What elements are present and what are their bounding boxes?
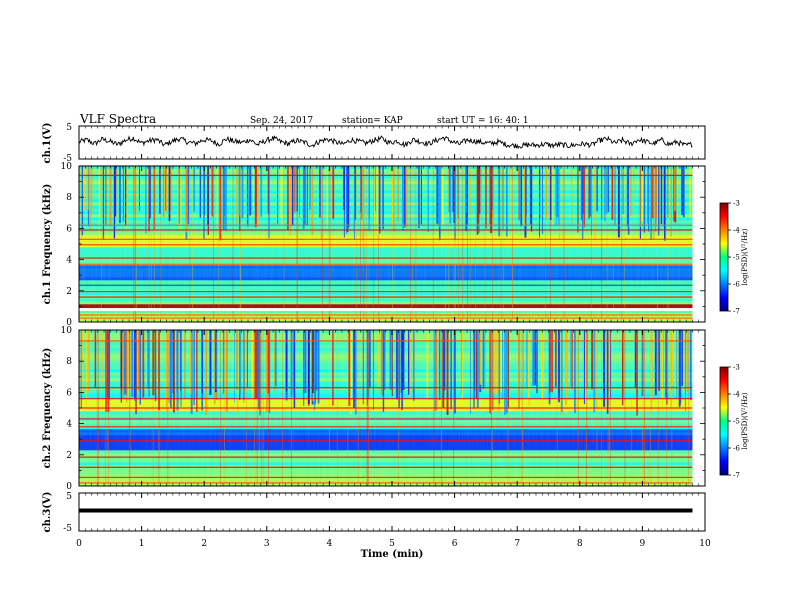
freq-tick-label: 10: [61, 326, 73, 336]
ch1-spectrogram-ticks: [78, 165, 706, 323]
ch1-colorbar-label: log(PSD)(V²/Hz): [741, 228, 749, 285]
time-tick-label: 4: [327, 539, 333, 549]
freq-tick-label: 0: [66, 482, 72, 492]
freq-tick-label: 2: [66, 287, 72, 297]
texture-overlay: [79, 166, 693, 322]
colorbar-tick-label: -4: [733, 391, 740, 399]
time-axis-label: Time (min): [361, 549, 424, 560]
ch3-waveform-ylabel: ch.3(V): [42, 491, 53, 532]
colorbar-tick-label: -7: [733, 472, 740, 480]
start-time-label: start UT = 16: 40: 1: [437, 116, 529, 126]
texture-overlay: [79, 330, 693, 486]
ch1-colorbar: -3 -4 -5 -6 -7 log(PSD)(V²/Hz): [719, 200, 749, 316]
time-tick-label: 7: [514, 539, 520, 549]
ch1-waveform-panel: 5 -5 ch.1(V): [42, 122, 706, 164]
time-axis: 0 1 2 3 4 5 6 7 8 9 10: [76, 539, 711, 549]
colorbar-tick-label: -4: [733, 227, 740, 235]
ch1-waveform-ylabel: ch.1(V): [42, 122, 53, 163]
no-data-region: [692, 330, 705, 486]
ch1-waveform-line: [78, 135, 693, 150]
ch2-spectrogram-panel: 0 2 4 6 8 10 ch.2 Frequency (kHz) -3 -4 -5 -6 -7 …: [42, 326, 749, 492]
ch3-waveform-panel: 5 -5 ch.3(V): [42, 491, 706, 534]
time-tick-label: 9: [640, 539, 646, 549]
time-tick-label: 8: [577, 539, 583, 549]
ch3-ytick-bottom: -5: [63, 524, 72, 534]
ch1-colorbar-ramp: [719, 202, 729, 312]
freq-tick-label: 8: [66, 357, 72, 367]
station-label: station= KAP: [342, 116, 403, 126]
ch1-spectrogram-image: [79, 166, 705, 323]
ch1-waveform-trace: [78, 135, 693, 150]
freq-tick-label: 2: [66, 451, 72, 461]
freq-tick-label: 10: [61, 162, 73, 172]
ch3-ytick-top: 5: [66, 492, 72, 502]
colorbar-tick-label: -5: [733, 418, 740, 426]
time-tick-label: 2: [201, 539, 207, 549]
time-tick-label: 10: [699, 539, 711, 549]
time-tick-label: 1: [139, 539, 145, 549]
ch2-spectrogram-ylabel: ch.2 Frequency (kHz): [42, 348, 53, 469]
ch1-ytick-bottom: -5: [63, 154, 72, 164]
freq-tick-label: 6: [66, 388, 72, 398]
ch2-spectrogram-ticks: [78, 329, 706, 487]
colorbar-tick-label: -3: [733, 200, 740, 208]
time-tick-label: 3: [264, 539, 270, 549]
time-tick-label: 6: [452, 539, 458, 549]
ch2-colorbar-label: log(PSD)(V²/Hz): [741, 392, 749, 449]
ch1-ytick-top: 5: [66, 123, 72, 133]
time-tick-label: 5: [389, 539, 395, 549]
colorbar-tick-label: -3: [733, 364, 740, 372]
no-data-region: [692, 166, 705, 322]
ch2-colorbar: -3 -4 -5 -6 -7 log(PSD)(V²/Hz): [719, 364, 749, 480]
freq-tick-label: 8: [66, 193, 72, 203]
freq-tick-label: 4: [66, 420, 72, 430]
colorbar-tick-label: -6: [733, 281, 740, 289]
time-tick-label: 0: [76, 539, 82, 549]
ch1-waveform-ticks: [78, 126, 706, 159]
ch1-spectrogram-ytick-labels: 0 2 4 6 8 10: [61, 162, 73, 328]
colorbar-tick-label: -5: [733, 254, 740, 262]
ch1-spectrogram-ylabel: ch.1 Frequency (kHz): [42, 184, 53, 305]
freq-tick-label: 0: [66, 318, 72, 328]
ch2-spectrogram-image: [79, 330, 705, 487]
colorbar-tick-label: -6: [733, 445, 740, 453]
ch2-colorbar-ramp: [719, 366, 729, 476]
freq-tick-label: 6: [66, 224, 72, 234]
figure-title: VLF Spectra: [79, 112, 156, 126]
ch1-spectrogram-panel: 0 2 4 6 8 10 ch.1 Frequency (kHz) -3 -4 -5 -6 -7 …: [42, 162, 749, 328]
freq-tick-label: 4: [66, 256, 72, 266]
ch3-waveform-ticks: [78, 493, 706, 531]
colorbar-tick-label: -7: [733, 308, 740, 316]
date-label: Sep. 24, 2017: [250, 116, 313, 126]
ch2-spectrogram-ytick-labels: 0 2 4 6 8 10: [61, 326, 73, 492]
